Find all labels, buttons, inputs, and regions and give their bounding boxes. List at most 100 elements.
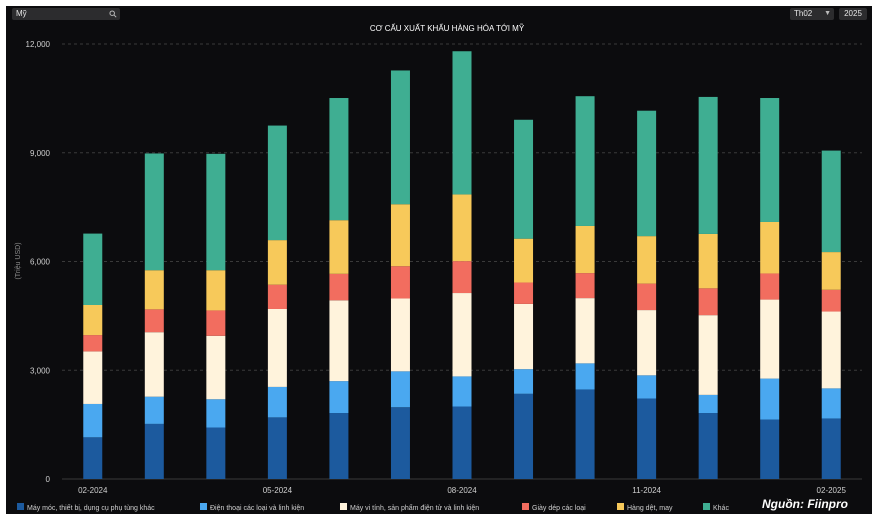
x-tick-label: 05-2024 xyxy=(263,486,293,495)
bar-segment-08-2024-s1[interactable] xyxy=(452,376,472,407)
bar-segment-11-2024-s1[interactable] xyxy=(637,375,657,399)
bar-segment-01-2025-s0[interactable] xyxy=(760,419,780,479)
bar-segment-05-2024-s5[interactable] xyxy=(267,125,287,241)
bar-segment-02-2024-s3[interactable] xyxy=(83,335,103,352)
bar-segment-10-2024-s4[interactable] xyxy=(575,225,595,274)
bar-segment-06-2024-s3[interactable] xyxy=(329,273,349,301)
bar-segment-04-2024-s0[interactable] xyxy=(206,427,226,479)
bar-segment-04-2024-s1[interactable] xyxy=(206,399,226,428)
bar-segment-03-2024-s5[interactable] xyxy=(144,153,164,271)
legend-label: Khác xyxy=(713,505,729,512)
bar-segment-06-2024-s0[interactable] xyxy=(329,413,349,479)
bar-segment-11-2024-s0[interactable] xyxy=(637,398,657,479)
bar-segment-02-2025-s0[interactable] xyxy=(821,418,841,479)
bar-segment-07-2024-s2[interactable] xyxy=(390,298,410,372)
y-tick-label: 6,000 xyxy=(30,258,51,267)
bar-segment-03-2024-s0[interactable] xyxy=(144,423,164,479)
bar-segment-02-2025-s2[interactable] xyxy=(821,311,841,389)
bar-segment-08-2024-s3[interactable] xyxy=(452,261,472,294)
x-tick-label: 02-2024 xyxy=(78,486,108,495)
bar-segment-09-2024-s5[interactable] xyxy=(514,119,534,239)
bar-segment-06-2024-s5[interactable] xyxy=(329,98,349,221)
bar-segment-10-2024-s5[interactable] xyxy=(575,96,595,226)
bar-segment-10-2024-s0[interactable] xyxy=(575,389,595,479)
bar-segment-07-2024-s4[interactable] xyxy=(390,204,410,267)
search-icon[interactable] xyxy=(109,10,117,18)
bar-segment-09-2024-s4[interactable] xyxy=(514,238,534,283)
chart-panel: Mỹ Th02 ▼ 2025 CƠ CẤU XUẤT KHẨU HÀNG HÓA… xyxy=(6,6,872,514)
bar-segment-09-2024-s1[interactable] xyxy=(514,369,534,394)
bar-segment-02-2025-s4[interactable] xyxy=(821,252,841,290)
bar-segment-02-2024-s4[interactable] xyxy=(83,305,103,336)
bar-segment-02-2024-s5[interactable] xyxy=(83,233,103,305)
bar-segment-09-2024-s3[interactable] xyxy=(514,282,534,304)
market-filter-input[interactable]: Mỹ xyxy=(12,8,120,20)
bar-segment-07-2024-s3[interactable] xyxy=(390,266,410,299)
chart-title: CƠ CẤU XUẤT KHẨU HÀNG HÓA TỚI MỸ xyxy=(370,23,525,33)
bar-segment-05-2024-s2[interactable] xyxy=(267,308,287,387)
bar-segment-02-2024-s2[interactable] xyxy=(83,351,103,404)
bar-segment-04-2024-s3[interactable] xyxy=(206,310,226,336)
year-select[interactable]: 2025 xyxy=(839,8,867,20)
bar-segment-02-2025-s5[interactable] xyxy=(821,150,841,253)
bar-segment-09-2024-s2[interactable] xyxy=(514,303,534,370)
legend-label: Máy vi tính, sản phẩm điện tử và linh ki… xyxy=(350,504,479,512)
bar-segment-12-2024-s4[interactable] xyxy=(698,233,718,289)
bar-segment-08-2024-s2[interactable] xyxy=(452,293,472,377)
bar-segment-08-2024-s4[interactable] xyxy=(452,194,472,262)
bar-segment-01-2025-s2[interactable] xyxy=(760,299,780,379)
y-tick-label: 9,000 xyxy=(30,149,51,158)
bar-segment-11-2024-s2[interactable] xyxy=(637,310,657,376)
bar-segment-11-2024-s4[interactable] xyxy=(637,236,657,284)
legend-swatch xyxy=(617,503,624,510)
bar-segment-02-2024-s1[interactable] xyxy=(83,403,103,438)
month-select[interactable]: Th02 ▼ xyxy=(790,8,834,20)
bar-segment-01-2025-s3[interactable] xyxy=(760,273,780,300)
bar-segment-04-2024-s5[interactable] xyxy=(206,153,226,271)
bar-segment-07-2024-s1[interactable] xyxy=(390,371,410,408)
legend-swatch xyxy=(17,503,24,510)
y-tick-label: 0 xyxy=(46,475,51,484)
bar-segment-12-2024-s1[interactable] xyxy=(698,394,718,414)
bar-segment-03-2024-s3[interactable] xyxy=(144,309,164,333)
bar-segment-10-2024-s1[interactable] xyxy=(575,363,595,390)
bar-segment-04-2024-s2[interactable] xyxy=(206,335,226,400)
bar-segment-05-2024-s1[interactable] xyxy=(267,386,287,418)
y-tick-label: 3,000 xyxy=(30,366,51,375)
bar-segment-07-2024-s5[interactable] xyxy=(390,70,410,205)
bar-segment-04-2024-s4[interactable] xyxy=(206,270,226,311)
bar-segment-07-2024-s0[interactable] xyxy=(390,407,410,479)
bar-segment-02-2025-s3[interactable] xyxy=(821,289,841,312)
bar-segment-01-2025-s1[interactable] xyxy=(760,378,780,420)
bar-segment-05-2024-s3[interactable] xyxy=(267,284,287,309)
bar-segment-09-2024-s0[interactable] xyxy=(514,393,534,479)
x-axis-ticks: 02-2024 05-2024 08-2024 11-2024 02-2025 xyxy=(78,486,846,495)
bar-segment-05-2024-s0[interactable] xyxy=(267,417,287,479)
y-tick-label: 12,000 xyxy=(26,40,51,49)
bar-segment-11-2024-s5[interactable] xyxy=(637,110,657,237)
bar-segment-06-2024-s1[interactable] xyxy=(329,381,349,414)
bar-segment-01-2025-s5[interactable] xyxy=(760,98,780,222)
x-tick-label: 02-2025 xyxy=(817,486,847,495)
y-axis-label: (Triệu USD) xyxy=(15,242,22,279)
bar-segment-12-2024-s2[interactable] xyxy=(698,315,718,395)
bar-segment-08-2024-s0[interactable] xyxy=(452,406,472,480)
stacked-bar-chart: CƠ CẤU XUẤT KHẨU HÀNG HÓA TỚI MỸ (Triệu … xyxy=(15,23,862,512)
bar-segment-06-2024-s4[interactable] xyxy=(329,220,349,274)
bar-segment-03-2024-s2[interactable] xyxy=(144,332,164,397)
bar-segment-12-2024-s5[interactable] xyxy=(698,96,718,234)
bar-segment-03-2024-s4[interactable] xyxy=(144,270,164,310)
bar-segment-08-2024-s5[interactable] xyxy=(452,51,472,195)
bar-segment-03-2024-s1[interactable] xyxy=(144,396,164,424)
bar-segment-12-2024-s0[interactable] xyxy=(698,413,718,479)
bar-segment-02-2025-s1[interactable] xyxy=(821,388,841,419)
bar-segment-01-2025-s4[interactable] xyxy=(760,221,780,274)
bar-segment-11-2024-s3[interactable] xyxy=(637,283,657,311)
legend-label: Giày dép các loại xyxy=(532,505,586,512)
bar-segment-02-2024-s0[interactable] xyxy=(83,437,103,479)
bar-segment-05-2024-s4[interactable] xyxy=(267,240,287,285)
bar-segment-12-2024-s3[interactable] xyxy=(698,288,718,316)
bar-segment-10-2024-s3[interactable] xyxy=(575,273,595,299)
bar-segment-06-2024-s2[interactable] xyxy=(329,300,349,382)
bar-segment-10-2024-s2[interactable] xyxy=(575,298,595,364)
